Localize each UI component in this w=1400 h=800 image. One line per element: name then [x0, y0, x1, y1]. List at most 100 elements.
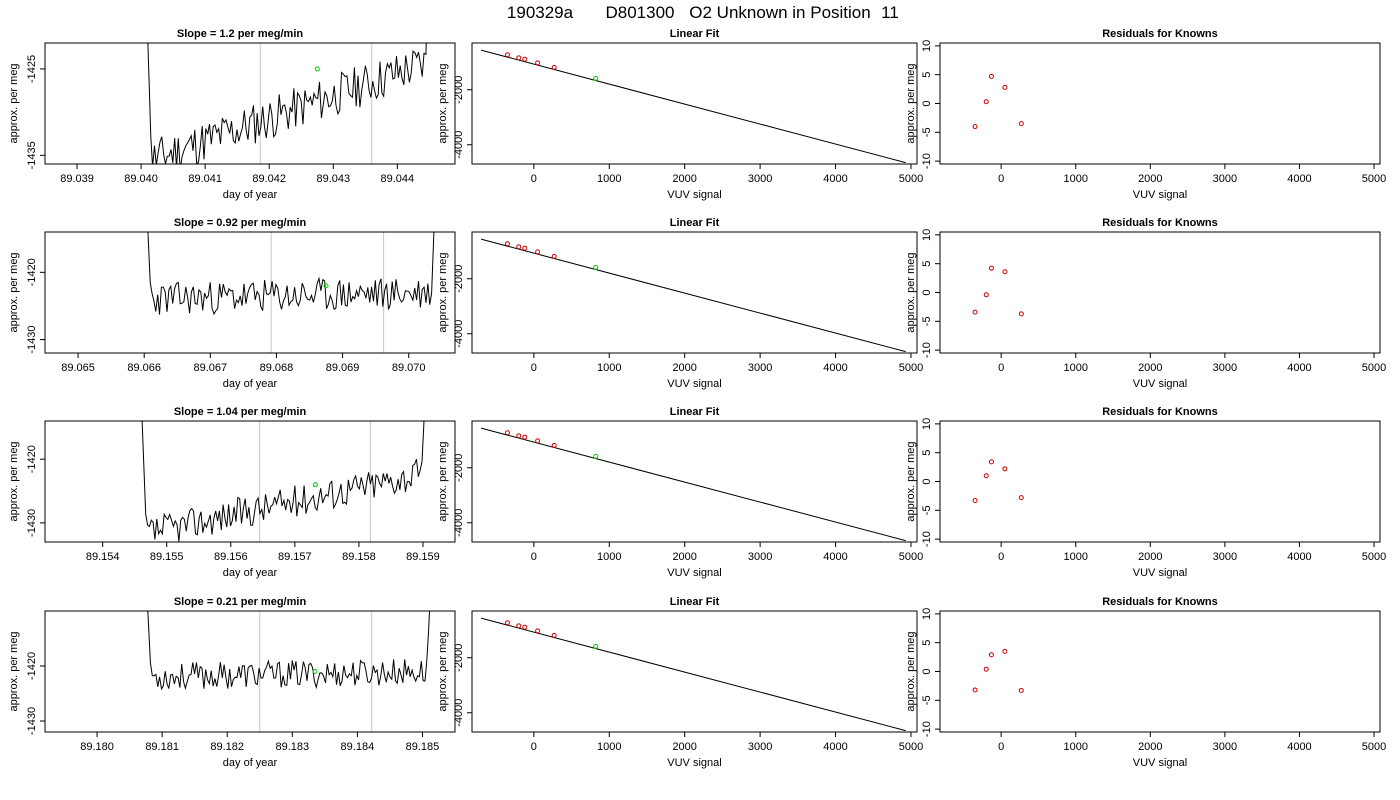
known-point — [522, 56, 528, 62]
plot-frame — [939, 610, 1381, 733]
y-tick-label: -4000 — [453, 131, 465, 159]
residual-point — [1018, 311, 1024, 317]
y-tick-label: 0 — [921, 478, 933, 484]
x-tick-label: 1000 — [597, 173, 621, 185]
trace-line — [147, 43, 427, 164]
x-tick-label: 1000 — [597, 362, 621, 374]
x-tick-label: 0 — [531, 362, 537, 374]
y-tick-label: -5 — [921, 127, 933, 137]
x-tick-label: 1000 — [597, 741, 621, 753]
x-axis-label: VUV signal — [667, 757, 721, 769]
residual-point — [983, 99, 989, 105]
y-axis-label: approx. per meg — [8, 441, 20, 521]
x-tick-label: 1000 — [1063, 362, 1087, 374]
y-tick-label: -2000 — [453, 644, 465, 672]
x-tick-label: 5000 — [899, 551, 923, 563]
x-axis-label: VUV signal — [1133, 189, 1187, 201]
x-tick-label: 4000 — [823, 173, 847, 185]
x-tick-label: 89.043 — [316, 173, 350, 185]
x-tick-label: 89.069 — [326, 362, 360, 374]
residual-point — [988, 73, 994, 79]
residual-point — [1018, 121, 1024, 127]
panel-title: Slope = 1.2 per meg/min — [177, 28, 304, 40]
x-tick-label: 0 — [531, 741, 537, 753]
x-tick-label: 0 — [998, 741, 1004, 753]
x-tick-label: 4000 — [1287, 551, 1311, 563]
known-point — [535, 249, 541, 255]
y-axis-label: approx. per meg — [437, 631, 449, 711]
y-tick-label: 10 — [921, 608, 933, 620]
x-tick-label: 5000 — [1362, 551, 1386, 563]
y-axis-label: approx. per meg — [905, 252, 917, 332]
x-tick-label: 3000 — [748, 173, 772, 185]
panel-title: Residuals for Knowns — [1102, 406, 1218, 418]
resid-panel-3: 0 1000 2000 3000 4000 5000 10 5 0 -5 -10 Residuals … — [905, 406, 1386, 579]
x-tick-label: 89.067 — [193, 362, 227, 374]
x-tick-label: 5000 — [1362, 362, 1386, 374]
x-tick-label: 2000 — [1138, 362, 1162, 374]
x-axis-label: day of year — [223, 567, 278, 579]
x-axis-label: VUV signal — [667, 567, 721, 579]
unknown-point — [314, 66, 320, 72]
trace-line — [147, 611, 430, 691]
x-tick-label: 89.041 — [188, 173, 222, 185]
y-tick-label: -4000 — [453, 509, 465, 537]
residual-point — [988, 459, 994, 465]
x-tick-label: 4000 — [823, 362, 847, 374]
fit-panel-4: 0 1000 2000 3000 4000 5000 -2000 -4000 Linear Fi… — [437, 596, 923, 769]
y-tick-label: 5 — [921, 261, 933, 267]
y-tick-label: 0 — [921, 289, 933, 295]
x-tick-label: 0 — [998, 362, 1004, 374]
title-sample-id: D801300 — [605, 3, 674, 22]
known-point — [516, 244, 522, 250]
y-tick-label: 10 — [921, 418, 933, 430]
x-tick-label: 3000 — [748, 362, 772, 374]
residual-point — [1002, 269, 1008, 275]
y-tick-label: -1425 — [26, 55, 38, 83]
x-tick-label: 0 — [998, 173, 1004, 185]
x-axis-label: day of year — [223, 757, 278, 769]
y-axis-label: approx. per meg — [905, 441, 917, 521]
y-tick-label: -2000 — [453, 76, 465, 104]
panel-grid: 89.039 89.040 89.041 89.042 89.043 89.044 -142… — [8, 28, 1386, 769]
fit-line — [480, 427, 906, 542]
unknown-point — [323, 283, 329, 289]
residual-point — [988, 652, 994, 658]
time-panel-2: 89.065 89.066 89.067 89.068 89.069 89.070 -142… — [8, 217, 456, 390]
residual-point — [972, 124, 978, 130]
x-tick-label: 4000 — [1287, 741, 1311, 753]
plot-frame — [939, 420, 1381, 543]
y-tick-label: -10 — [921, 342, 933, 358]
y-tick-label: 0 — [921, 100, 933, 106]
residual-point — [983, 292, 989, 298]
x-tick-label: 2000 — [672, 551, 696, 563]
known-point — [504, 52, 510, 58]
y-axis-label: approx. per meg — [905, 631, 917, 711]
y-axis-label: approx. per meg — [437, 63, 449, 143]
y-tick-label: -10 — [921, 153, 933, 169]
x-tick-label: 89.066 — [127, 362, 161, 374]
panel-title: Slope = 0.92 per meg/min — [174, 217, 307, 229]
x-tick-label: 5000 — [899, 362, 923, 374]
title-description: O2 Unknown in Position — [689, 3, 870, 22]
x-tick-label: 0 — [531, 551, 537, 563]
plot-frame — [471, 420, 918, 543]
x-tick-label: 89.068 — [260, 362, 294, 374]
x-tick-label: 89.184 — [341, 741, 375, 753]
residual-point — [988, 265, 994, 271]
plot-frame — [44, 610, 456, 733]
known-point — [522, 624, 528, 630]
known-point — [535, 628, 541, 634]
x-axis-label: VUV signal — [1133, 757, 1187, 769]
y-tick-label: 5 — [921, 450, 933, 456]
x-tick-label: 5000 — [899, 173, 923, 185]
x-tick-label: 89.039 — [60, 173, 94, 185]
known-point — [551, 64, 557, 70]
resid-panel-1: 0 1000 2000 3000 4000 5000 10 5 0 -5 -10 Residuals … — [905, 28, 1386, 201]
x-tick-label: 1000 — [1063, 741, 1087, 753]
known-point — [504, 241, 510, 247]
y-tick-label: -1435 — [26, 141, 38, 169]
x-tick-label: 89.180 — [80, 741, 114, 753]
residual-point — [972, 687, 978, 693]
